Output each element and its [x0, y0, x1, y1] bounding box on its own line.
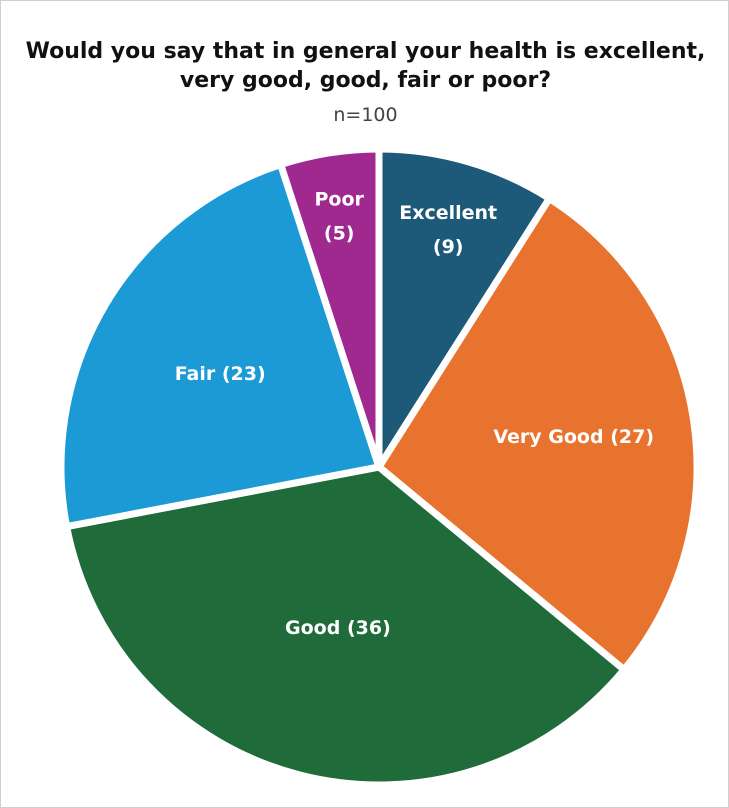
pie-slice-good	[62, 463, 629, 789]
slice-label-line: Fair (23)	[175, 363, 266, 385]
slice-label-fair: Fair (23)	[175, 363, 266, 385]
slice-label-line: Excellent	[399, 202, 497, 224]
slice-label-line: (5)	[324, 223, 355, 245]
pie-slice-excellent	[375, 145, 555, 480]
chart-subtitle: n=100	[333, 104, 398, 126]
slice-label-very-good: Very Good (27)	[493, 426, 654, 448]
slice-label-excellent: Excellent (9)	[399, 202, 497, 258]
slice-label-good: Good (36)	[285, 617, 391, 639]
pie-slice-poor	[276, 145, 383, 469]
slice-label-line: Poor	[314, 189, 364, 211]
slice-label-line: (9)	[433, 236, 464, 258]
pie-slice-very-good	[374, 193, 701, 675]
slice-label-poor: Poor (5)	[314, 189, 364, 245]
slice-label-line: Very Good (27)	[493, 426, 654, 448]
slice-label-line: Good (36)	[285, 617, 391, 639]
pie-slice-fair	[57, 160, 384, 531]
chart-title: Would you say that in general your healt…	[25, 39, 706, 93]
